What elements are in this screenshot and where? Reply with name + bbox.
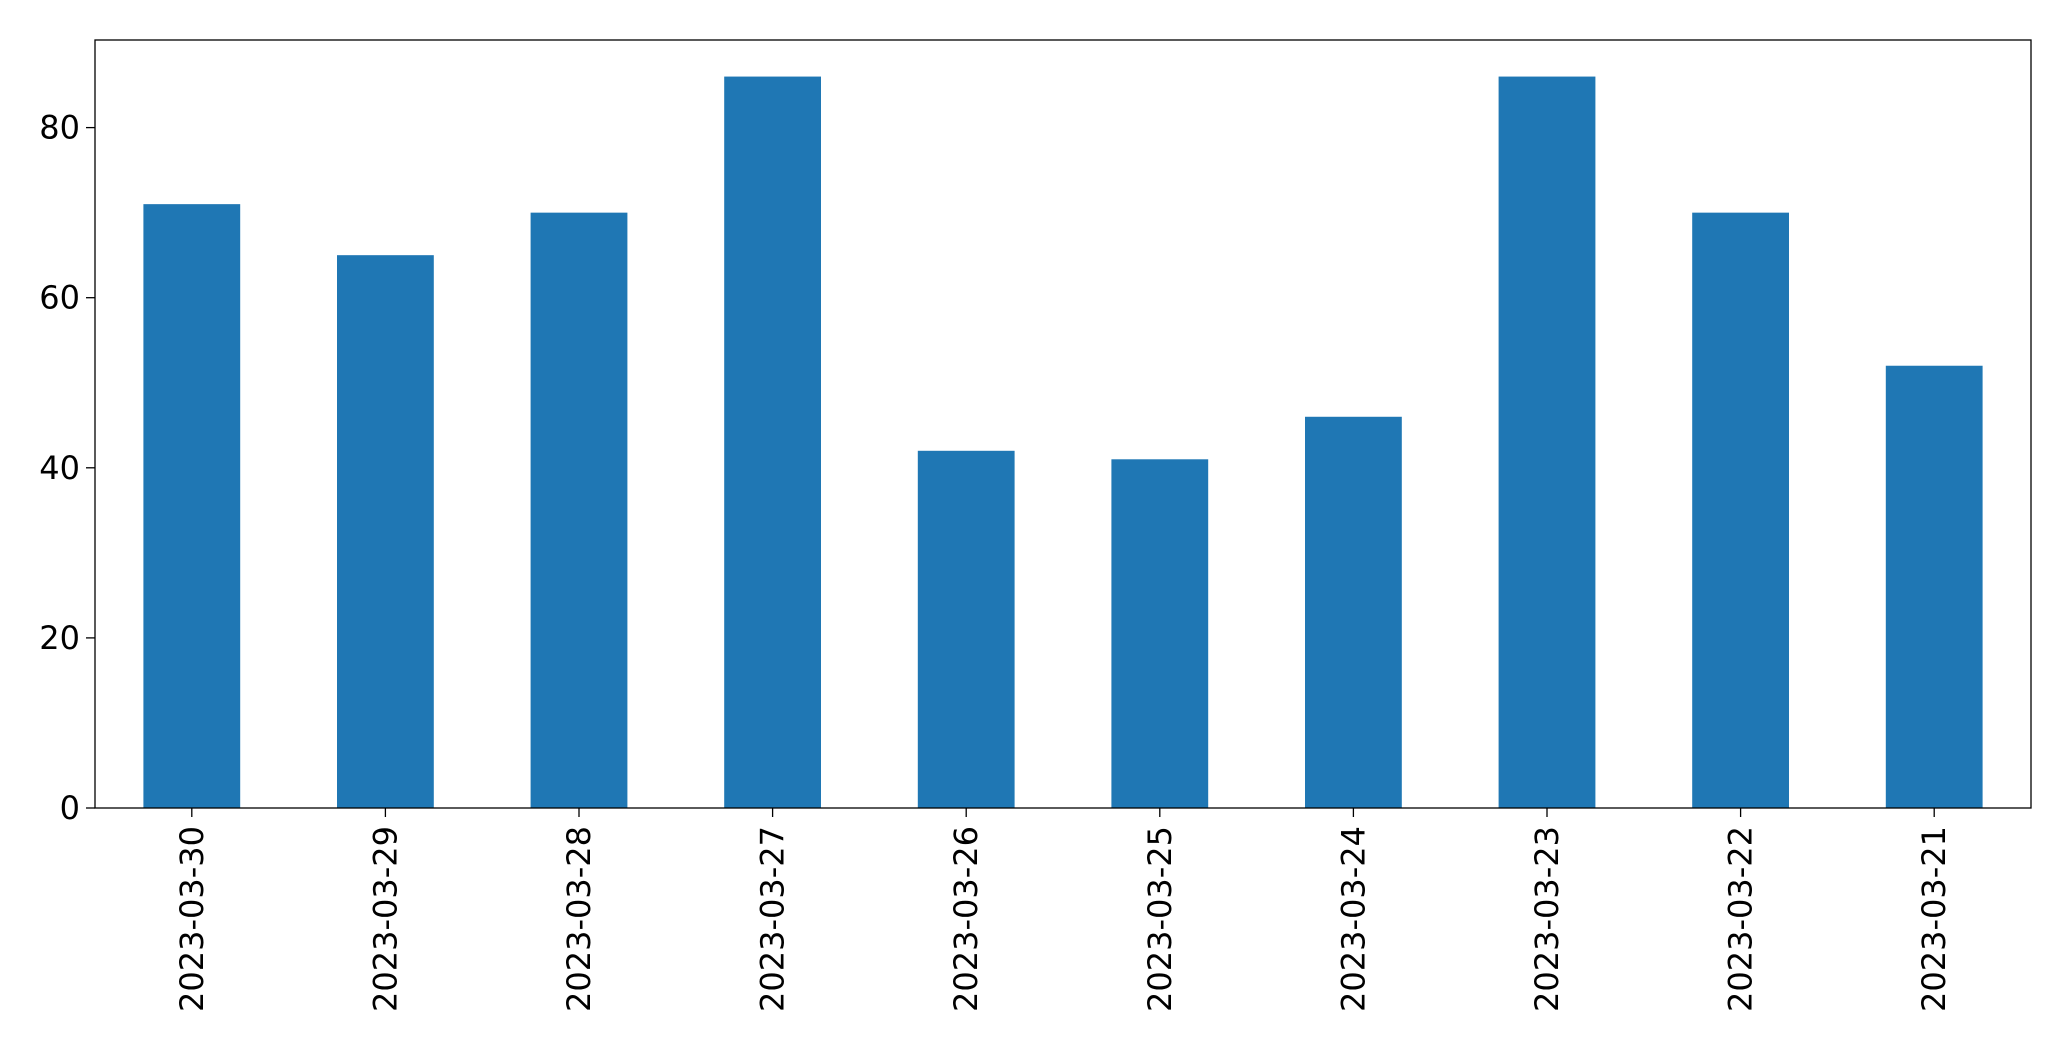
y-tick-label: 80 bbox=[39, 109, 80, 147]
x-tick-label: 2023-03-22 bbox=[1722, 826, 1760, 1012]
x-tick-label: 2023-03-25 bbox=[1141, 826, 1179, 1012]
x-tick-label: 2023-03-23 bbox=[1528, 826, 1566, 1012]
y-tick-label: 60 bbox=[39, 279, 80, 317]
bar bbox=[1885, 365, 1983, 808]
bar bbox=[1111, 459, 1209, 808]
x-tick-label: 2023-03-26 bbox=[947, 826, 985, 1012]
bar bbox=[1498, 76, 1596, 809]
x-tick-label: 2023-03-24 bbox=[1334, 826, 1372, 1012]
x-tick-label: 2023-03-30 bbox=[173, 826, 211, 1012]
x-tick-label: 2023-03-27 bbox=[754, 826, 792, 1012]
bar bbox=[724, 76, 821, 809]
y-tick-label: 20 bbox=[39, 619, 80, 657]
plot-frame bbox=[94, 39, 2032, 809]
x-tick-label: 2023-03-21 bbox=[1915, 826, 1953, 1012]
bar bbox=[530, 212, 628, 808]
bar bbox=[1692, 212, 1789, 808]
x-tick-label: 2023-03-28 bbox=[560, 826, 598, 1012]
bar bbox=[337, 255, 434, 808]
bar bbox=[1305, 416, 1402, 808]
bar bbox=[917, 450, 1015, 808]
bar bbox=[143, 204, 241, 808]
y-tick-label: 0 bbox=[60, 789, 80, 827]
x-tick-label: 2023-03-29 bbox=[366, 826, 404, 1012]
y-tick-label: 40 bbox=[39, 449, 80, 487]
